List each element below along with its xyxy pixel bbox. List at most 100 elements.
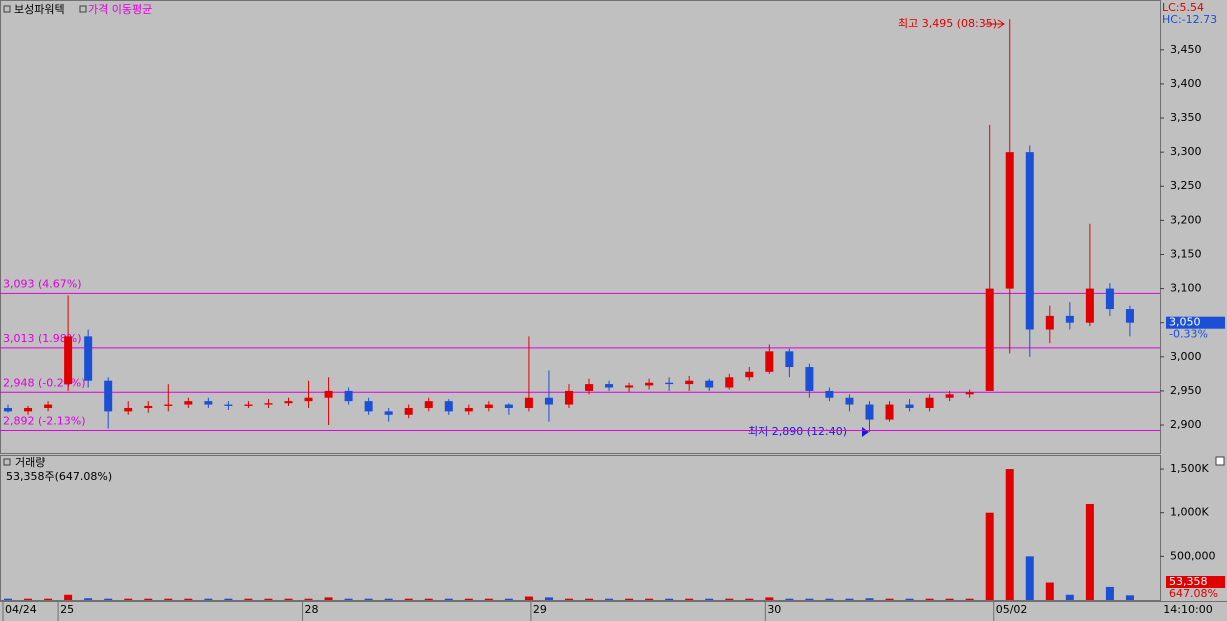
- candle-body: [124, 407, 133, 412]
- volume-bar: [965, 598, 974, 600]
- close-button[interactable]: [1215, 456, 1225, 466]
- volume-bar: [1105, 586, 1114, 600]
- volume-bar: [585, 598, 594, 600]
- volume-tick-label: 1,500K: [1170, 462, 1209, 475]
- candle-body: [304, 397, 313, 402]
- candle-body: [745, 371, 754, 378]
- candle-body: [825, 390, 834, 398]
- volume-bar: [504, 598, 513, 600]
- volume-bar: [1065, 594, 1074, 600]
- current-change: -0.33%: [1169, 328, 1208, 341]
- volume-bar: [324, 597, 333, 600]
- ref-label: 2,892 (-2.13%): [3, 414, 85, 427]
- volume-bar: [104, 598, 113, 600]
- volume-bar: [885, 598, 894, 600]
- y-tick-label: 3,100: [1170, 282, 1202, 295]
- candle-body: [1005, 152, 1014, 289]
- candle-body: [364, 401, 373, 412]
- volume-bar: [164, 598, 173, 600]
- candle-body: [1105, 288, 1114, 310]
- candle-body: [44, 404, 53, 408]
- volume-bar: [224, 598, 233, 600]
- candle-body: [564, 390, 573, 405]
- y-tick-label: 3,150: [1170, 247, 1202, 260]
- candle-body: [224, 404, 233, 406]
- candle-body: [344, 390, 353, 402]
- volume-bar: [364, 598, 373, 600]
- volume-bar: [304, 598, 313, 600]
- x-tick-label: 04/24: [5, 603, 37, 616]
- candle-body: [925, 397, 934, 408]
- legend-box: [79, 5, 87, 13]
- volume-bar: [1085, 503, 1094, 600]
- ref-label: 3,013 (1.98%): [3, 332, 82, 345]
- candle-body: [885, 404, 894, 420]
- y-tick-label: 3,350: [1170, 111, 1202, 124]
- volume-bar: [1125, 595, 1134, 600]
- volume-bar: [805, 598, 814, 600]
- candle-body: [64, 336, 73, 385]
- y-tick-label: 3,450: [1170, 43, 1202, 56]
- volume-bar: [945, 598, 954, 600]
- volume-last-box: [1166, 576, 1225, 588]
- y-tick-label: 3,400: [1170, 77, 1202, 90]
- y-tick-label: 3,000: [1170, 350, 1202, 363]
- candle-body: [965, 392, 974, 395]
- time-label: 14:10:00: [1163, 603, 1212, 616]
- candle-body: [665, 382, 674, 385]
- candle-body: [1125, 309, 1134, 323]
- volume-bar: [1025, 556, 1034, 600]
- volume-bar: [825, 598, 834, 600]
- volume-bar: [605, 598, 614, 600]
- candle-body: [524, 397, 533, 408]
- candle-body: [1065, 315, 1074, 323]
- volume-tick-label: 1,000K: [1170, 506, 1209, 519]
- volume-bar: [1045, 582, 1054, 600]
- candle-body: [905, 404, 914, 408]
- candle-body: [544, 397, 553, 405]
- candle-body: [725, 377, 734, 388]
- candle-body: [424, 401, 433, 408]
- volume-bar: [64, 594, 73, 600]
- y-tick-label: 3,250: [1170, 179, 1202, 192]
- candle-body: [464, 407, 473, 412]
- low-note: 최저 2,890 (12:40): [748, 425, 847, 438]
- volume-bar: [84, 598, 93, 600]
- volume-bar: [184, 598, 193, 600]
- volume-tick-label: 500,000: [1170, 549, 1216, 562]
- volume-bar: [665, 598, 674, 600]
- x-tick-label: 28: [305, 603, 319, 616]
- volume-bar: [564, 598, 573, 600]
- candle-body: [1085, 288, 1094, 323]
- candle-body: [765, 351, 774, 372]
- volume-bar: [124, 598, 133, 600]
- volume-bar: [284, 598, 293, 600]
- volume-bar: [625, 598, 634, 600]
- volume-bar: [484, 598, 493, 600]
- ref-label: 2,948 (-0.24%): [3, 376, 85, 389]
- x-tick-label: 29: [533, 603, 547, 616]
- candle-body: [164, 404, 173, 406]
- candle-body: [865, 404, 874, 420]
- lc-label: LC:5.54: [1162, 1, 1204, 14]
- volume-bar: [544, 597, 553, 600]
- candle-body: [805, 367, 814, 391]
- x-tick-label: 30: [767, 603, 781, 616]
- volume-bar: [244, 598, 253, 600]
- y-tick-label: 2,900: [1170, 418, 1202, 431]
- volume-panel-frame: [0, 455, 1161, 601]
- candle-body: [585, 384, 594, 391]
- candle-body: [184, 401, 193, 405]
- candle-body: [84, 336, 93, 381]
- ref-label: 3,093 (4.67%): [3, 277, 82, 290]
- volume-bar: [4, 598, 13, 600]
- x-tick-label: 25: [60, 603, 74, 616]
- candle-body: [625, 385, 634, 388]
- volume-bar: [24, 598, 33, 600]
- candle-body: [705, 380, 714, 388]
- y-tick-label: 2,950: [1170, 384, 1202, 397]
- volume-bar: [985, 512, 994, 600]
